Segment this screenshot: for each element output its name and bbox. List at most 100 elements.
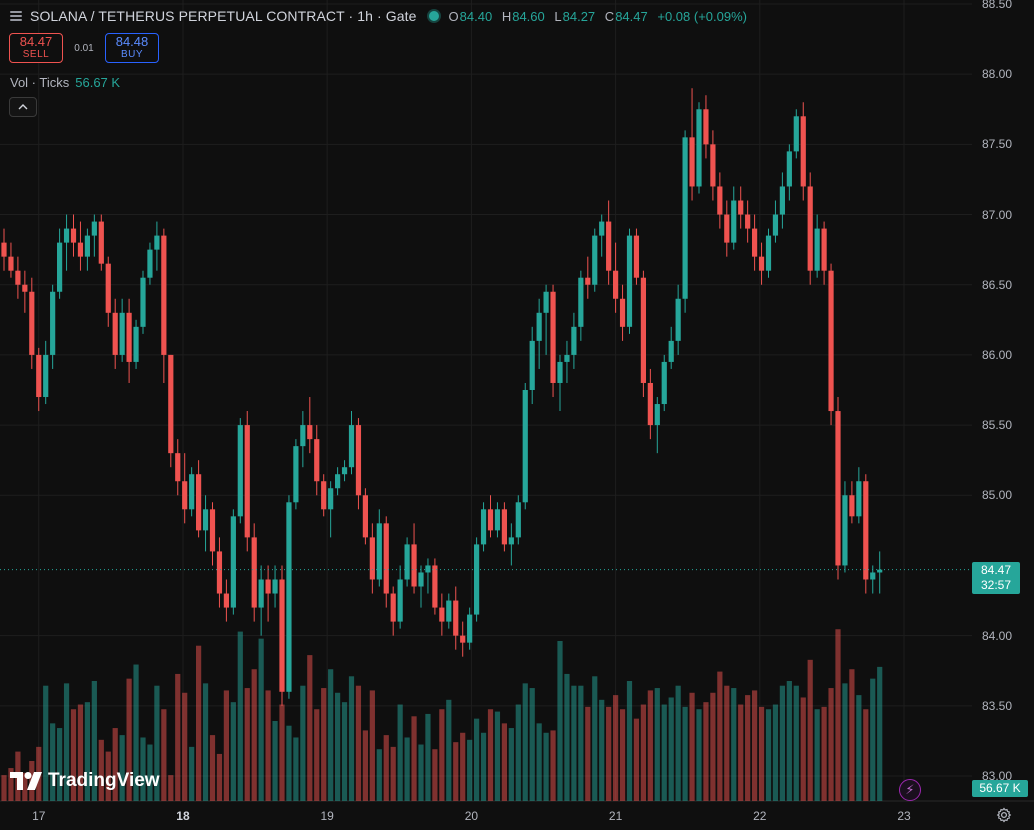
trade-panel: 84.47 SELL 0.01 84.48 BUY	[9, 33, 159, 63]
volume-bar	[8, 768, 14, 801]
candle-body	[328, 488, 334, 510]
gear-icon[interactable]	[996, 807, 1012, 823]
candle	[63, 214, 70, 271]
candle	[50, 284, 56, 369]
price-axis-label: 88.50	[982, 0, 1013, 11]
volume-bar	[668, 697, 674, 801]
candle	[633, 228, 640, 285]
candle-body	[710, 144, 716, 187]
candle-body	[369, 537, 375, 580]
volume-bar	[703, 702, 709, 801]
candle	[661, 354, 667, 412]
volume-bar	[536, 723, 542, 801]
candle-body	[15, 270, 21, 285]
candle-body	[258, 579, 264, 608]
volume-bar	[223, 690, 229, 801]
volume-bar	[390, 746, 396, 801]
volume-bar	[404, 737, 410, 801]
collapse-legend-button[interactable]	[9, 97, 37, 117]
candle	[710, 130, 716, 201]
candle	[390, 586, 396, 636]
candle	[849, 481, 855, 524]
candle	[752, 214, 758, 271]
candle	[397, 565, 403, 629]
volume-bar	[105, 751, 111, 801]
candle-body	[397, 579, 403, 622]
chevron-up-icon	[18, 104, 28, 110]
time-axis-label: 19	[320, 809, 334, 823]
volume-bar	[411, 716, 417, 801]
volume-bar	[63, 683, 70, 801]
price-axis-label: 86.00	[982, 347, 1013, 362]
volume-bar	[654, 688, 660, 801]
candle-body	[293, 446, 299, 503]
tradingview-logo-icon	[10, 772, 42, 790]
candle-body	[772, 214, 779, 236]
candle	[863, 474, 869, 594]
candle	[286, 495, 292, 699]
candle-body	[418, 572, 424, 587]
candle-body	[877, 569, 883, 573]
volume-bar	[578, 685, 584, 801]
tradingview-logo[interactable]: TradingView	[10, 770, 160, 792]
volume-bar	[98, 739, 104, 801]
candle-body	[613, 270, 619, 299]
volume-bar	[779, 685, 785, 801]
volume-legend[interactable]: Vol · Ticks 56.67 K	[10, 75, 120, 90]
candle	[487, 495, 494, 538]
last-price-tag: 84.47 32:57	[972, 562, 1020, 594]
symbol-title[interactable]: SOLANA / TETHERUS PERPETUAL CONTRACT · 1…	[30, 8, 417, 24]
candle-body	[70, 228, 77, 243]
volume-bar	[196, 645, 202, 801]
candle	[8, 242, 14, 278]
volume-bar	[369, 690, 375, 801]
hamburger-icon[interactable]	[10, 11, 22, 21]
volume-bar	[564, 673, 570, 801]
volume-bar	[765, 709, 772, 801]
bar-countdown: 32:57	[980, 578, 1012, 592]
logo-text: TradingView	[48, 770, 160, 791]
candle-body	[550, 291, 556, 383]
candle	[745, 200, 751, 243]
volume-bar	[863, 709, 869, 801]
candle-body	[779, 186, 785, 215]
time-axis-label: 23	[897, 809, 911, 823]
volume-bar	[515, 704, 521, 801]
volume-bar	[425, 713, 431, 801]
buy-button[interactable]: 84.48 BUY	[105, 33, 159, 63]
volume-legend-label: Vol · Ticks	[10, 75, 70, 90]
candle	[272, 565, 278, 608]
volume-bar	[182, 692, 188, 801]
candle-body	[557, 361, 563, 383]
candle	[828, 263, 834, 426]
volume-bar	[22, 772, 28, 801]
volume-bar	[661, 704, 667, 801]
lightning-icon[interactable]: ⚡	[899, 779, 921, 801]
candle	[717, 172, 723, 229]
volume-bar	[209, 735, 216, 801]
candle-body	[467, 614, 473, 643]
volume-bar	[752, 690, 758, 801]
candle	[307, 397, 313, 454]
candle	[543, 284, 549, 355]
volume-bar	[341, 702, 348, 801]
volume-bar	[77, 704, 84, 801]
candle	[550, 284, 556, 398]
volume-bar	[626, 681, 633, 801]
candle-body	[474, 544, 480, 615]
candle-body	[84, 235, 90, 257]
volume-bar	[355, 685, 362, 801]
candle-body	[731, 200, 737, 243]
time-axis-label: 22	[753, 809, 767, 823]
sell-button[interactable]: 84.47 SELL	[9, 33, 63, 63]
price-axis-label: 85.50	[982, 418, 1013, 433]
candle-body	[300, 425, 306, 447]
candle-body	[105, 263, 111, 313]
time-axis-label: 17	[32, 809, 46, 823]
candle-body	[133, 326, 139, 362]
volume-bar	[112, 728, 118, 801]
volume-bar	[119, 735, 125, 801]
candle	[411, 523, 417, 594]
candle	[209, 502, 216, 566]
